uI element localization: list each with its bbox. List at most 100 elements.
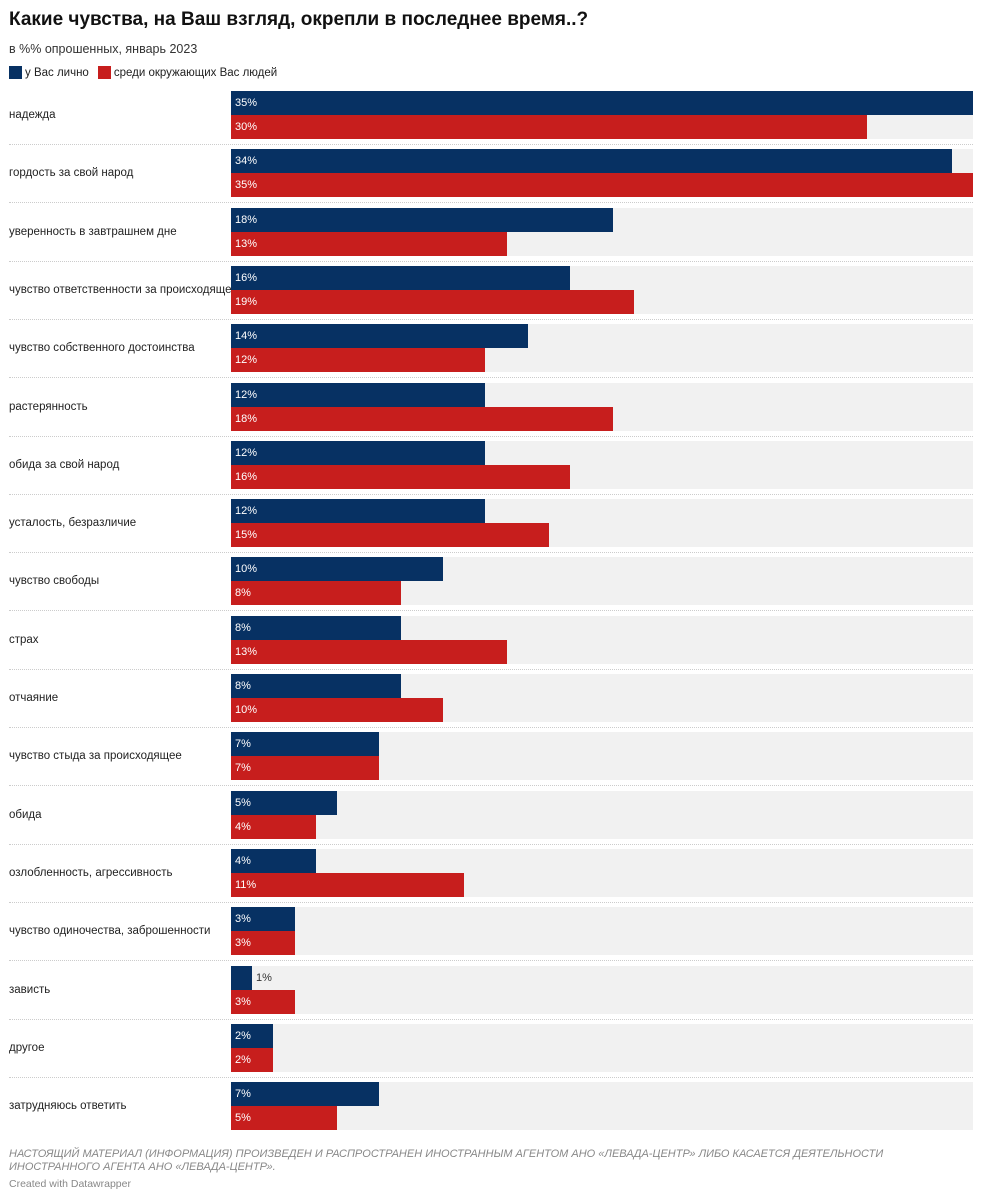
value-label-personal: 8% — [235, 622, 251, 634]
category-label: надежда — [9, 109, 56, 121]
legend-item-personal: у Вас лично — [9, 66, 89, 79]
bar-others — [231, 1048, 273, 1072]
category-label: чувство стыда за происходящее — [9, 750, 182, 762]
bar-others — [231, 640, 507, 664]
row-separator — [9, 144, 973, 145]
row-separator — [9, 202, 973, 203]
bar-others — [231, 581, 401, 605]
row-separator — [9, 1077, 973, 1078]
row-separator — [9, 902, 973, 903]
category-label: чувство одиночества, заброшенности — [9, 925, 211, 937]
category-label: чувство свободы — [9, 575, 100, 587]
bar-personal — [231, 441, 485, 465]
value-label-others: 7% — [235, 762, 251, 774]
chart-row: чувство свободы 10% 8% — [0, 557, 983, 615]
bar-others — [231, 232, 507, 256]
value-label-others: 15% — [235, 529, 258, 541]
bar-others — [231, 407, 613, 431]
bar-personal — [231, 849, 316, 873]
bar-personal — [231, 557, 443, 581]
value-label-personal: 5% — [235, 797, 251, 809]
value-label-others: 11% — [235, 879, 257, 891]
value-label-others: 2% — [235, 1054, 251, 1066]
value-label-personal: 12% — [235, 389, 258, 401]
row-separator — [9, 552, 973, 553]
value-label-others: 30% — [235, 121, 258, 133]
bar-personal — [231, 499, 485, 523]
row-separator — [9, 844, 973, 845]
legend: у Вас лично среди окружающих Вас людей — [9, 66, 286, 79]
value-label-personal: 16% — [235, 272, 258, 284]
category-label: уверенность в завтрашнем дне — [9, 226, 177, 238]
bar-others — [231, 815, 316, 839]
bar-personal — [231, 674, 401, 698]
bar-others — [231, 873, 464, 897]
chart-row: чувство одиночества, заброшенности 3% 3% — [0, 907, 983, 965]
chart-title: Какие чувства, на Ваш взгляд, окрепли в … — [9, 9, 589, 30]
bar-personal — [231, 791, 337, 815]
bar-personal — [231, 907, 295, 931]
value-label-others: 13% — [235, 238, 258, 250]
bar-personal — [231, 1082, 379, 1106]
chart-row: другое 2% 2% — [0, 1024, 983, 1082]
bar-others — [231, 523, 549, 547]
row-separator — [9, 960, 973, 961]
chart-row: уверенность в завтрашнем дне 18% 13% — [0, 208, 983, 266]
category-label: обида за свой народ — [9, 459, 120, 471]
chart-row: чувство собственного достоинства 14% 12% — [0, 324, 983, 382]
bar-track — [231, 907, 973, 955]
row-separator — [9, 727, 973, 728]
chart-row: гордость за свой народ 34% 35% — [0, 149, 983, 207]
legend-item-others: среди окружающих Вас людей — [97, 66, 277, 79]
bar-personal — [231, 324, 528, 348]
value-label-others: 8% — [235, 587, 251, 599]
category-label: обида — [9, 809, 42, 821]
category-label: отчаяние — [9, 692, 59, 704]
footer-credit: Created with Datawrapper — [9, 1178, 131, 1190]
bar-track — [231, 791, 973, 839]
bar-others — [231, 173, 973, 197]
value-label-personal: 8% — [235, 680, 251, 692]
value-label-others: 35% — [235, 179, 258, 191]
chart-row: усталость, безразличие 12% 15% — [0, 499, 983, 557]
chart-row: зависть 1% 3% — [0, 966, 983, 1024]
chart-row: чувство стыда за происходящее 7% 7% — [0, 732, 983, 790]
value-label-others: 19% — [235, 296, 258, 308]
row-separator — [9, 785, 973, 786]
value-label-others: 5% — [235, 1112, 251, 1124]
bar-personal — [231, 383, 485, 407]
row-separator — [9, 436, 973, 437]
chart-row: озлобленность, агрессивность 4% 11% — [0, 849, 983, 907]
category-label: затрудняюсь ответить — [9, 1100, 127, 1112]
chart-row: чувство ответственности за происходящее 1… — [0, 266, 983, 324]
value-label-personal: 10% — [235, 563, 258, 575]
bar-personal — [231, 966, 252, 990]
bar-others — [231, 756, 379, 780]
category-label: чувство собственного достоинства — [9, 342, 195, 354]
bar-personal — [231, 1024, 273, 1048]
value-label-others: 10% — [235, 704, 258, 716]
row-separator — [9, 261, 973, 262]
category-label: страх — [9, 634, 39, 646]
category-label: другое — [9, 1042, 45, 1054]
chart-row: затрудняюсь ответить 7% 5% — [0, 1082, 983, 1140]
bar-track — [231, 966, 973, 1014]
value-label-others: 12% — [235, 354, 258, 366]
bar-others — [231, 115, 867, 139]
value-label-others: 4% — [235, 821, 251, 833]
value-label-personal: 1% — [256, 972, 272, 984]
row-separator — [9, 377, 973, 378]
category-label: озлобленность, агрессивность — [9, 867, 173, 879]
value-label-personal: 12% — [235, 447, 258, 459]
bar-others — [231, 465, 570, 489]
category-label: зависть — [9, 984, 51, 996]
value-label-personal: 14% — [235, 330, 258, 342]
row-separator — [9, 610, 973, 611]
bar-others — [231, 1106, 337, 1130]
bar-personal — [231, 732, 379, 756]
row-separator — [9, 494, 973, 495]
value-label-personal: 7% — [235, 1088, 251, 1100]
value-label-personal: 34% — [235, 155, 258, 167]
bar-others — [231, 698, 443, 722]
value-label-personal: 12% — [235, 505, 258, 517]
